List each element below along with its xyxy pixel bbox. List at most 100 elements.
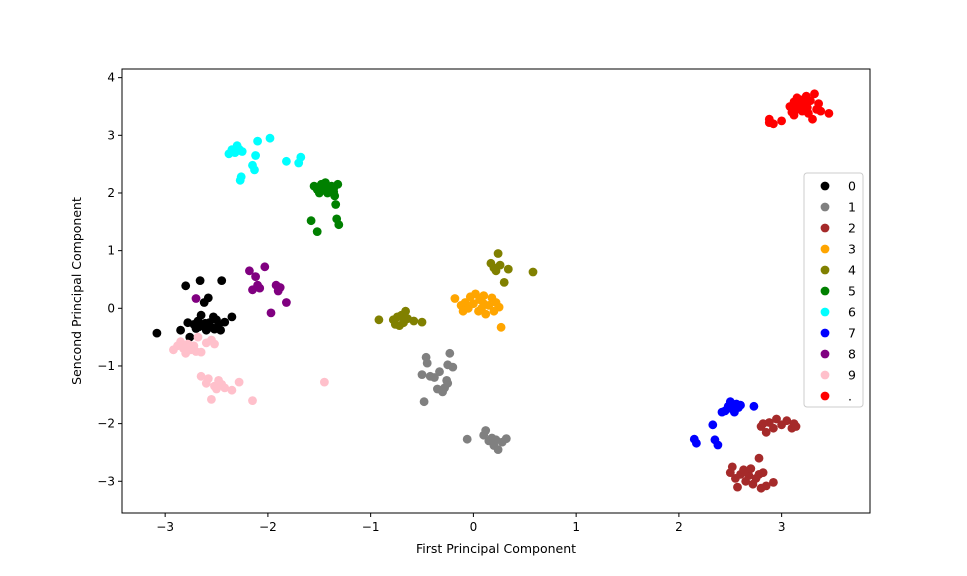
data-point bbox=[791, 422, 801, 431]
data-point bbox=[220, 383, 230, 393]
data-point bbox=[195, 276, 205, 285]
legend-marker bbox=[820, 391, 830, 401]
legend-label: 3 bbox=[848, 242, 856, 257]
data-point bbox=[196, 310, 206, 320]
data-point bbox=[306, 216, 316, 226]
data-point bbox=[237, 147, 247, 156]
data-point bbox=[251, 151, 260, 160]
data-point bbox=[758, 468, 768, 477]
data-point bbox=[814, 99, 823, 108]
data-point bbox=[320, 377, 329, 387]
data-point bbox=[494, 302, 504, 312]
data-point bbox=[479, 299, 489, 309]
y-tick-label: 3 bbox=[107, 128, 115, 142]
y-tick-label: 1 bbox=[107, 244, 115, 258]
data-point bbox=[445, 348, 455, 358]
data-point bbox=[253, 136, 262, 146]
legend-marker bbox=[820, 286, 830, 296]
data-point bbox=[255, 283, 265, 293]
legend-marker bbox=[820, 265, 830, 275]
legend-marker bbox=[820, 202, 830, 212]
data-point bbox=[824, 109, 834, 118]
legend-label: 6 bbox=[848, 305, 856, 320]
data-point bbox=[210, 339, 219, 349]
data-point bbox=[493, 445, 503, 454]
data-point bbox=[245, 266, 254, 276]
data-point bbox=[227, 385, 237, 395]
data-point bbox=[808, 114, 817, 124]
data-point bbox=[496, 322, 506, 332]
data-point bbox=[782, 416, 792, 426]
legend-label: 4 bbox=[848, 263, 856, 278]
data-point bbox=[217, 276, 227, 285]
data-point bbox=[409, 316, 419, 326]
data-point bbox=[296, 152, 306, 162]
data-point bbox=[152, 328, 162, 338]
data-point bbox=[528, 267, 538, 277]
data-point bbox=[754, 453, 764, 463]
data-point bbox=[769, 119, 778, 129]
data-point bbox=[422, 358, 432, 368]
data-point bbox=[430, 373, 439, 382]
data-point bbox=[816, 106, 826, 116]
legend-marker bbox=[820, 307, 830, 317]
x-axis-label: First Principal Component bbox=[416, 541, 576, 556]
data-point bbox=[761, 481, 771, 491]
data-point bbox=[203, 374, 213, 383]
y-axis: −3 −2 −1 0 1 2 3 4 bbox=[97, 71, 122, 488]
data-point bbox=[749, 401, 759, 411]
data-point bbox=[450, 294, 460, 303]
x-tick-label: 1 bbox=[572, 520, 580, 534]
data-point bbox=[265, 133, 275, 143]
x-tick-label: 2 bbox=[675, 520, 683, 534]
data-point bbox=[417, 370, 427, 379]
data-point bbox=[733, 482, 742, 492]
data-point bbox=[329, 187, 339, 197]
data-point bbox=[251, 272, 260, 281]
data-point bbox=[312, 227, 322, 237]
data-point bbox=[746, 464, 756, 473]
data-point bbox=[334, 220, 344, 230]
data-point bbox=[193, 332, 203, 342]
data-point bbox=[333, 179, 343, 189]
data-point bbox=[196, 347, 206, 357]
legend: 0 1 2 3 4 5 6 7 8 9. bbox=[803, 172, 864, 408]
x-axis: −3 −2 −1 0 1 2 3 bbox=[156, 513, 785, 534]
data-point bbox=[227, 312, 237, 322]
legend-marker bbox=[820, 181, 830, 191]
data-point bbox=[499, 278, 509, 287]
y-tick-label: −3 bbox=[97, 474, 115, 488]
data-point bbox=[469, 299, 478, 309]
data-point bbox=[191, 294, 201, 303]
legend-marker bbox=[820, 244, 830, 254]
data-point bbox=[493, 249, 503, 258]
data-point bbox=[250, 165, 259, 175]
data-point bbox=[266, 308, 276, 318]
y-tick-label: 0 bbox=[107, 301, 115, 315]
legend-marker bbox=[820, 349, 830, 359]
y-tick-label: −1 bbox=[97, 359, 115, 373]
plot-area-frame bbox=[121, 68, 871, 514]
data-point bbox=[234, 377, 244, 387]
x-tick-label: 3 bbox=[778, 520, 786, 534]
data-point bbox=[692, 438, 701, 448]
data-point bbox=[196, 371, 206, 381]
data-point bbox=[448, 362, 458, 372]
data-point bbox=[181, 281, 191, 291]
data-point bbox=[435, 367, 444, 377]
data-point bbox=[282, 156, 291, 166]
data-point bbox=[789, 110, 799, 120]
x-tick-label: −2 bbox=[259, 520, 277, 534]
legend-marker bbox=[820, 370, 830, 380]
y-tick-label: 4 bbox=[107, 71, 115, 85]
data-point bbox=[727, 462, 737, 472]
data-point bbox=[736, 400, 745, 410]
y-tick-label: −2 bbox=[97, 417, 115, 431]
data-point bbox=[777, 116, 786, 126]
data-point bbox=[417, 317, 427, 327]
y-tick-label: 2 bbox=[107, 186, 115, 200]
legend-label: 2 bbox=[848, 221, 856, 236]
data-point bbox=[739, 465, 748, 475]
x-tick-label: −3 bbox=[156, 520, 174, 534]
